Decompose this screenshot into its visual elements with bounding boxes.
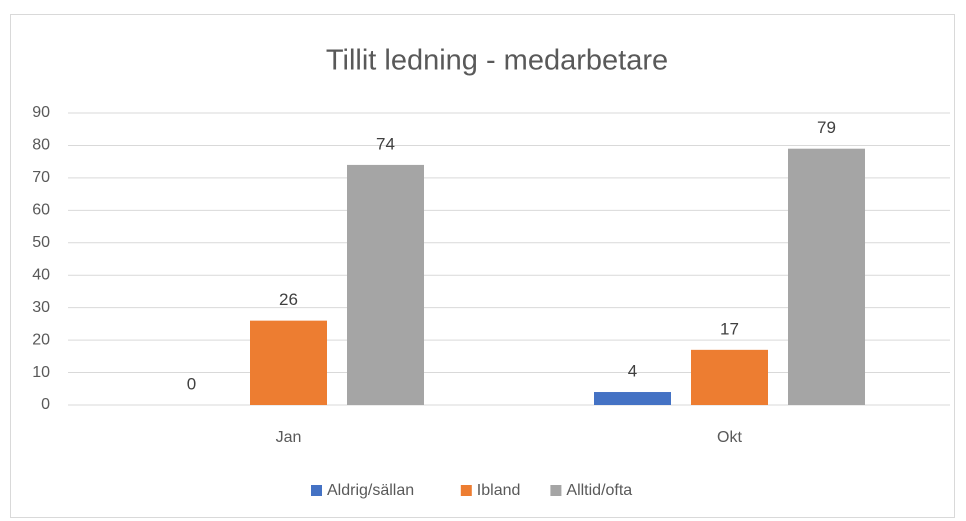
y-tick-label: 20 <box>32 331 50 348</box>
bar <box>347 164 424 405</box>
y-tick-label: 70 <box>32 169 50 186</box>
y-tick-label: 60 <box>32 202 50 219</box>
y-tick-label: 40 <box>32 266 50 283</box>
bar <box>250 320 327 405</box>
data-label: 0 <box>187 374 196 393</box>
data-label: 74 <box>376 134 395 153</box>
y-tick-label: 90 <box>32 104 50 121</box>
legend-swatch <box>311 485 322 496</box>
y-tick-label: 10 <box>32 364 50 381</box>
data-label: 17 <box>720 319 739 338</box>
legend-label: Ibland <box>477 482 521 499</box>
chart-title: Tillit ledning - medarbetare <box>326 45 668 77</box>
legend-swatch <box>460 485 472 496</box>
legend-swatch <box>550 485 562 496</box>
data-label: 4 <box>628 362 637 381</box>
y-tick-label: 30 <box>32 299 50 316</box>
bar <box>788 148 865 405</box>
y-tick-label: 50 <box>32 234 50 251</box>
bar <box>691 349 768 405</box>
data-label: 79 <box>817 118 836 137</box>
x-tick-label: Okt <box>717 429 742 446</box>
y-tick-label: 80 <box>32 137 50 154</box>
bar <box>594 392 671 405</box>
data-label: 26 <box>279 290 298 309</box>
x-tick-label: Jan <box>276 429 302 446</box>
legend-label: Alltid/ofta <box>566 482 632 499</box>
legend-label: Aldrig/sällan <box>327 482 414 499</box>
y-tick-label: 0 <box>41 396 50 413</box>
